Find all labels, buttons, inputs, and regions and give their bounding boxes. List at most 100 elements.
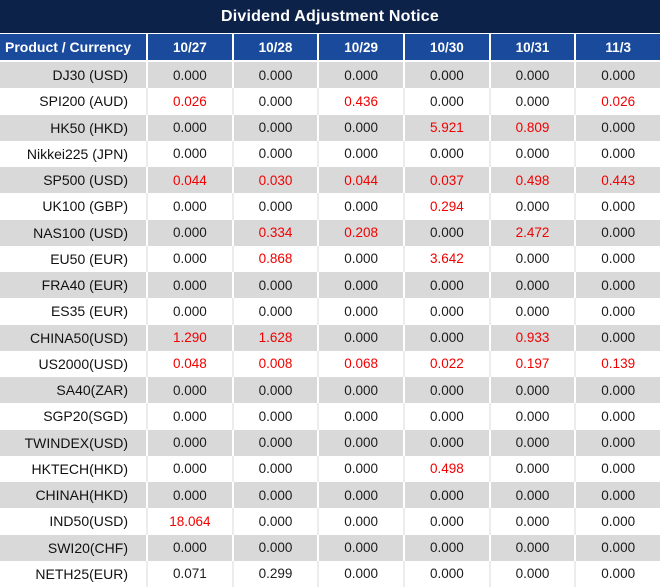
- value-cell: 0.000: [405, 560, 491, 587]
- table-row: Nikkei225 (JPN) 0.000 0.000 0.000 0.000 0.000…: [0, 140, 660, 167]
- value-cell: 0.000: [405, 429, 491, 456]
- value-cell: 0.000: [491, 560, 577, 587]
- table-row: SP500 (USD) 0.044 0.030 0.044 0.037 0.498 0.44…: [0, 167, 660, 194]
- value-cell: 0.000: [405, 298, 491, 325]
- product-cell: SWI20(CHF): [0, 534, 148, 561]
- value-cell: 0.299: [234, 560, 320, 587]
- header-date: 10/28: [233, 34, 320, 60]
- value-cell: 0.000: [234, 508, 320, 535]
- value-cell: 0.000: [601, 198, 636, 214]
- value-cell: 0.000: [319, 62, 406, 89]
- value-cell: 0.044: [319, 167, 406, 194]
- value-cell: 18.064: [148, 508, 234, 535]
- value-cell: 0.000: [405, 62, 491, 89]
- value-cell: 0.000: [601, 408, 636, 424]
- table-row: EU50 (EUR) 0.000 0.868 0.000 3.642 0.000 0.000: [0, 245, 660, 272]
- value-cell: 0.000: [148, 534, 234, 561]
- value-cell: 0.048: [148, 350, 234, 377]
- value-cell: 0.000: [234, 403, 320, 430]
- value-cell: 0.068: [319, 350, 406, 377]
- table-row: UK100 (GBP) 0.000 0.000 0.000 0.294 0.000 0.00…: [0, 193, 660, 220]
- value-cell: 0.000: [234, 429, 320, 456]
- header-date: 10/30: [405, 34, 491, 60]
- value-cell: 0.026: [601, 93, 636, 109]
- table-row: NAS100 (USD) 0.000 0.334 0.208 0.000 2.472 0.0…: [0, 219, 660, 246]
- value-cell: 0.000: [319, 429, 406, 456]
- value-cell: 0.022: [405, 350, 491, 377]
- value-cell: 0.000: [601, 251, 636, 267]
- product-cell: SPI200 (AUD): [0, 88, 148, 115]
- value-cell: 0.026: [148, 88, 234, 115]
- value-cell: 0.000: [491, 508, 577, 535]
- table-body: DJ30 (USD) 0.000 0.000 0.000 0.000 0.000 0.000…: [0, 62, 660, 587]
- value-cell: 0.071: [148, 560, 234, 587]
- value-cell: 0.000: [148, 62, 234, 89]
- value-cell: 0.000: [601, 513, 636, 529]
- value-cell: 0.000: [148, 140, 234, 167]
- value-cell: 0.000: [319, 377, 406, 404]
- value-cell: 1.290: [148, 324, 234, 351]
- value-cell: 0.000: [405, 508, 491, 535]
- value-cell: 0.000: [234, 88, 320, 115]
- value-cell: 0.000: [234, 193, 320, 220]
- value-cell: 0.436: [319, 88, 406, 115]
- value-cell: 0.809: [491, 114, 577, 141]
- value-cell: 0.000: [601, 566, 636, 582]
- product-cell: IND50(USD): [0, 508, 148, 535]
- value-cell: 3.642: [405, 245, 491, 272]
- value-cell: 0.000: [319, 455, 406, 482]
- value-cell: 0.000: [319, 114, 406, 141]
- header-date: 11/3: [576, 34, 660, 60]
- value-cell: 0.000: [491, 429, 577, 456]
- value-cell: 0.000: [319, 140, 406, 167]
- table-row: HK50 (HKD) 0.000 0.000 0.000 5.921 0.809 0.000: [0, 114, 660, 141]
- value-cell: 0.000: [148, 403, 234, 430]
- product-cell: US2000(USD): [0, 350, 148, 377]
- product-cell: EU50 (EUR): [0, 245, 148, 272]
- value-cell: 0.294: [405, 193, 491, 220]
- value-cell: 0.000: [601, 330, 636, 346]
- value-cell: 0.000: [601, 277, 636, 293]
- table-row: SA40(ZAR) 0.000 0.000 0.000 0.000 0.000 0.000: [0, 377, 660, 404]
- value-cell: 0.000: [491, 88, 577, 115]
- value-cell: 0.000: [234, 114, 320, 141]
- value-cell: 0.000: [405, 219, 491, 246]
- value-cell: 0.000: [601, 540, 636, 556]
- value-cell: 0.000: [491, 377, 577, 404]
- value-cell: 0.000: [319, 272, 406, 299]
- page-title: Dividend Adjustment Notice: [0, 0, 660, 34]
- value-cell: 0.000: [319, 508, 406, 535]
- value-cell: 1.628: [234, 324, 320, 351]
- value-cell: 0.000: [405, 377, 491, 404]
- value-cell: 0.139: [601, 356, 636, 372]
- value-cell: 0.000: [601, 461, 636, 477]
- value-cell: 0.000: [319, 324, 406, 351]
- value-cell: 0.197: [491, 350, 577, 377]
- value-cell: 0.000: [319, 245, 406, 272]
- value-cell: 0.000: [148, 429, 234, 456]
- value-cell: 2.472: [491, 219, 577, 246]
- header-date: 10/27: [148, 34, 234, 60]
- table-header: Product / Currency 10/27 10/28 10/29 10/30 1…: [0, 34, 660, 62]
- table-row: FRA40 (EUR) 0.000 0.000 0.000 0.000 0.000 0.00…: [0, 272, 660, 299]
- value-cell: 0.000: [148, 482, 234, 509]
- table-row: NETH25(EUR) 0.071 0.299 0.000 0.000 0.000 0.00…: [0, 560, 660, 587]
- product-cell: TWINDEX(USD): [0, 429, 148, 456]
- product-cell: ES35 (EUR): [0, 298, 148, 325]
- value-cell: 0.000: [601, 303, 636, 319]
- value-cell: 0.000: [234, 377, 320, 404]
- value-cell: 0.000: [601, 120, 636, 136]
- value-cell: 0.000: [405, 88, 491, 115]
- value-cell: 0.008: [234, 350, 320, 377]
- value-cell: 0.000: [491, 140, 577, 167]
- product-cell: HK50 (HKD): [0, 114, 148, 141]
- value-cell: 0.208: [319, 219, 406, 246]
- table-row: SGP20(SGD) 0.000 0.000 0.000 0.000 0.000 0.000: [0, 403, 660, 430]
- value-cell: 0.000: [148, 219, 234, 246]
- table-row: SPI200 (AUD) 0.026 0.000 0.436 0.000 0.000 0.0…: [0, 88, 660, 115]
- product-cell: Nikkei225 (JPN): [0, 140, 148, 167]
- product-cell: NETH25(EUR): [0, 560, 148, 587]
- value-cell: 0.000: [148, 245, 234, 272]
- value-cell: 0.000: [405, 534, 491, 561]
- value-cell: 0.000: [234, 482, 320, 509]
